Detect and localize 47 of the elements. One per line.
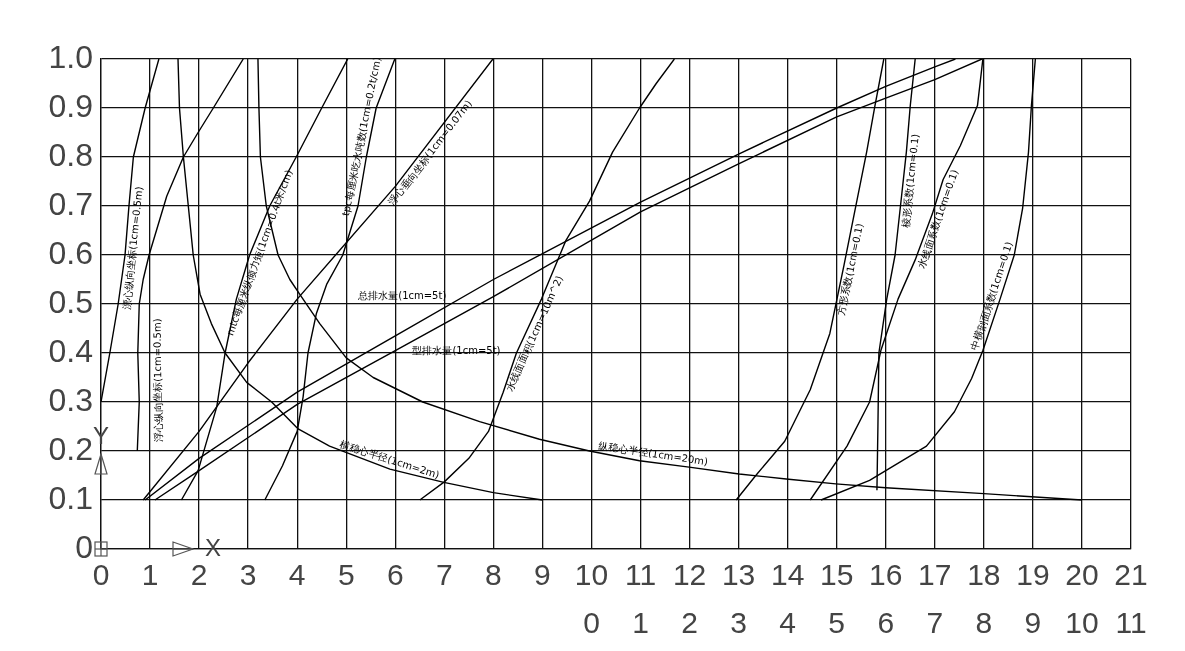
x-tick-label: 6 (386, 558, 404, 592)
x2-tick-label: 3 (730, 606, 747, 640)
x-tick-label: 2 (190, 558, 208, 592)
y-tick-label: 0.7 (48, 185, 93, 222)
x-tick-label: 9 (534, 558, 551, 592)
x-tick-label: 10 (574, 558, 609, 592)
x-tick-label: 19 (1016, 558, 1050, 592)
x2-tick-label: 0 (583, 606, 600, 640)
y-tick-label: 0.2 (48, 430, 93, 467)
x-tick-label: 16 (869, 558, 903, 592)
x2-tick-label: 2 (681, 606, 698, 640)
x-tick-label: 14 (770, 558, 805, 592)
x2-tick-label: 5 (828, 606, 846, 640)
y-tick-label: 0.9 (48, 87, 93, 124)
x-tick-label: 15 (820, 558, 854, 592)
y-tick-label: 0.1 (48, 479, 93, 516)
x2-tick-label: 10 (1065, 606, 1099, 640)
y-tick-label: 0.4 (48, 332, 93, 369)
x2-tick-label: 8 (975, 606, 993, 640)
x-tick-label: 4 (288, 558, 306, 592)
x-tick-label: 3 (239, 558, 257, 592)
y-tick-label: 0.5 (48, 283, 93, 320)
y-tick-label: 0 (75, 528, 93, 565)
x-tick-label: 5 (337, 558, 355, 592)
x-tick-label: 1 (141, 558, 159, 592)
x2-tick-label: 1 (632, 606, 649, 640)
x-tick-label: 20 (1065, 558, 1099, 592)
x2-tick-label: 9 (1024, 606, 1042, 640)
x-tick-label: 12 (672, 558, 707, 592)
text: 浮心纵向坐标(1cm=0.5m) (151, 318, 164, 442)
x-tick-label: 11 (624, 558, 657, 592)
x-tick-label: 21 (1114, 558, 1148, 592)
x-tick-label: 7 (435, 558, 453, 592)
x2-tick-label: 11 (1115, 606, 1147, 640)
text: 漂心纵向坐标(1cm=0.5m) (120, 185, 145, 310)
y-tick-label: 0.8 (48, 136, 93, 173)
y-tick-label: 0.3 (48, 381, 93, 418)
y-tick-label: 1.0 (48, 38, 93, 75)
y-tick-label: 0.6 (48, 234, 93, 271)
x-tick-label: 18 (967, 558, 1001, 592)
x-tick-label: 17 (918, 558, 952, 592)
x2-tick-label: 6 (877, 606, 895, 640)
x-tick-label: 8 (485, 558, 502, 592)
text: 棱形系数(1cm=0.1) (899, 133, 921, 228)
x2-tick-label: 4 (779, 606, 797, 640)
x2-tick-label: 7 (926, 606, 944, 640)
x-tick-label: 13 (721, 558, 756, 592)
